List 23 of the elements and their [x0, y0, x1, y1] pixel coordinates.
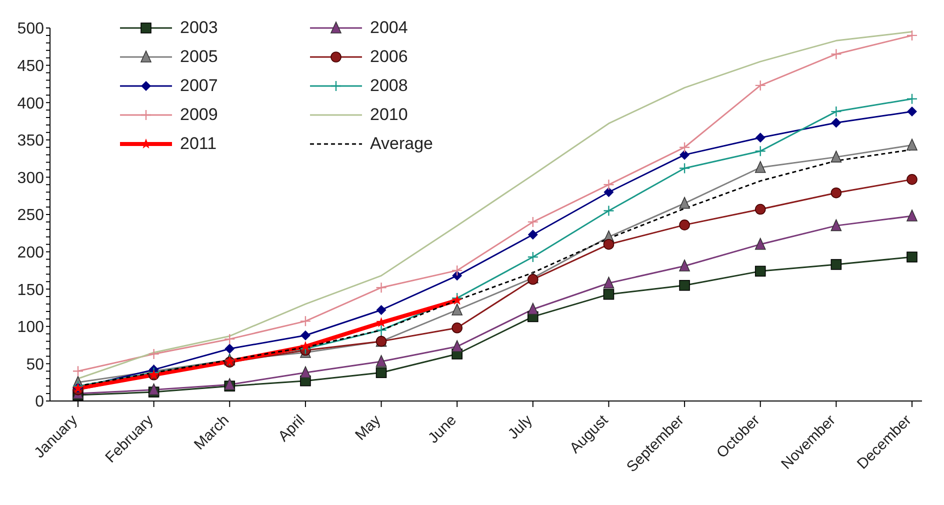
- legend-label: 2008: [370, 76, 408, 96]
- legend-label: 2007: [180, 76, 218, 96]
- x-tick-label: July: [504, 411, 536, 443]
- y-tick-label: 350: [17, 132, 44, 150]
- legend-label: 2006: [370, 46, 408, 66]
- y-tick-label: 100: [17, 319, 44, 336]
- legend-label: 2003: [180, 18, 218, 38]
- y-tick-label: 450: [17, 58, 44, 75]
- legend-label: 2009: [180, 104, 218, 124]
- y-tick-label: 300: [17, 170, 44, 187]
- legend-label: 2010: [370, 104, 408, 124]
- legend-label: Average: [370, 134, 434, 154]
- y-tick-label: 50: [26, 356, 44, 374]
- legend-label: 2011: [180, 134, 217, 154]
- x-tick-label: May: [352, 411, 384, 444]
- y-tick-label: 400: [17, 95, 44, 112]
- y-tick-label: 250: [17, 207, 44, 224]
- legend-label: 2005: [180, 46, 218, 66]
- y-tick-label: 0: [35, 394, 44, 411]
- y-tick-label: 500: [17, 20, 44, 38]
- legend-label: 2004: [370, 18, 408, 38]
- y-tick-label: 150: [17, 282, 44, 299]
- y-tick-label: 200: [17, 244, 44, 262]
